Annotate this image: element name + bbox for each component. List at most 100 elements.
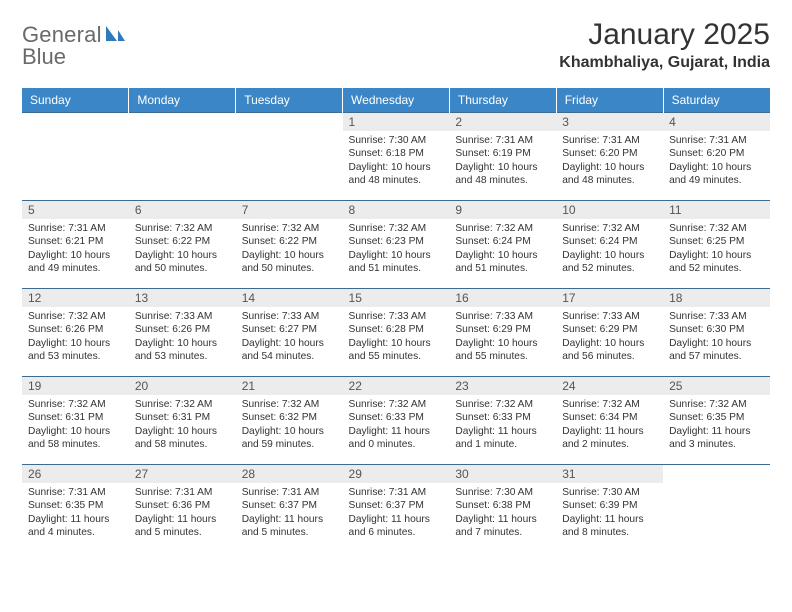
- page-header: General January 2025 Khambhaliya, Gujara…: [22, 18, 770, 72]
- calendar-day-cell: [129, 113, 236, 201]
- calendar-day-cell: 15Sunrise: 7:33 AMSunset: 6:28 PMDayligh…: [343, 289, 450, 377]
- day-details: Sunrise: 7:31 AMSunset: 6:37 PMDaylight:…: [343, 483, 450, 544]
- calendar-day-cell: 1Sunrise: 7:30 AMSunset: 6:18 PMDaylight…: [343, 113, 450, 201]
- day-details: Sunrise: 7:32 AMSunset: 6:34 PMDaylight:…: [556, 395, 663, 456]
- calendar-day-cell: 27Sunrise: 7:31 AMSunset: 6:36 PMDayligh…: [129, 465, 236, 553]
- calendar-day-cell: 10Sunrise: 7:32 AMSunset: 6:24 PMDayligh…: [556, 201, 663, 289]
- title-block: January 2025 Khambhaliya, Gujarat, India: [559, 18, 770, 72]
- calendar-day-cell: 22Sunrise: 7:32 AMSunset: 6:33 PMDayligh…: [343, 377, 450, 465]
- day-number: 5: [22, 201, 129, 219]
- calendar-day-cell: 19Sunrise: 7:32 AMSunset: 6:31 PMDayligh…: [22, 377, 129, 465]
- day-number: 3: [556, 113, 663, 131]
- day-number: 23: [449, 377, 556, 395]
- calendar-day-cell: 6Sunrise: 7:32 AMSunset: 6:22 PMDaylight…: [129, 201, 236, 289]
- day-details: Sunrise: 7:32 AMSunset: 6:22 PMDaylight:…: [236, 219, 343, 280]
- day-details: Sunrise: 7:32 AMSunset: 6:33 PMDaylight:…: [449, 395, 556, 456]
- calendar-day-cell: [663, 465, 770, 553]
- day-number: 1: [343, 113, 450, 131]
- calendar-day-cell: 4Sunrise: 7:31 AMSunset: 6:20 PMDaylight…: [663, 113, 770, 201]
- logo-word2: Blue: [22, 44, 66, 70]
- calendar-day-cell: 5Sunrise: 7:31 AMSunset: 6:21 PMDaylight…: [22, 201, 129, 289]
- calendar-day-cell: 12Sunrise: 7:32 AMSunset: 6:26 PMDayligh…: [22, 289, 129, 377]
- day-details: Sunrise: 7:32 AMSunset: 6:24 PMDaylight:…: [449, 219, 556, 280]
- calendar-day-cell: [22, 113, 129, 201]
- day-details: Sunrise: 7:32 AMSunset: 6:33 PMDaylight:…: [343, 395, 450, 456]
- day-number: 4: [663, 113, 770, 131]
- calendar-body: 1Sunrise: 7:30 AMSunset: 6:18 PMDaylight…: [22, 113, 770, 553]
- day-details: Sunrise: 7:32 AMSunset: 6:22 PMDaylight:…: [129, 219, 236, 280]
- calendar-day-cell: 2Sunrise: 7:31 AMSunset: 6:19 PMDaylight…: [449, 113, 556, 201]
- day-number: 20: [129, 377, 236, 395]
- day-details: Sunrise: 7:33 AMSunset: 6:29 PMDaylight:…: [449, 307, 556, 368]
- day-of-week-header: Monday: [129, 88, 236, 113]
- day-details: Sunrise: 7:30 AMSunset: 6:38 PMDaylight:…: [449, 483, 556, 544]
- day-details: Sunrise: 7:31 AMSunset: 6:20 PMDaylight:…: [663, 131, 770, 192]
- day-of-week-header: Saturday: [663, 88, 770, 113]
- calendar-day-cell: [236, 113, 343, 201]
- day-of-week-header: Tuesday: [236, 88, 343, 113]
- day-number: 13: [129, 289, 236, 307]
- calendar-day-cell: 26Sunrise: 7:31 AMSunset: 6:35 PMDayligh…: [22, 465, 129, 553]
- day-details: Sunrise: 7:30 AMSunset: 6:18 PMDaylight:…: [343, 131, 450, 192]
- day-details: Sunrise: 7:33 AMSunset: 6:26 PMDaylight:…: [129, 307, 236, 368]
- calendar-day-cell: 18Sunrise: 7:33 AMSunset: 6:30 PMDayligh…: [663, 289, 770, 377]
- day-details: Sunrise: 7:33 AMSunset: 6:28 PMDaylight:…: [343, 307, 450, 368]
- day-details: Sunrise: 7:33 AMSunset: 6:29 PMDaylight:…: [556, 307, 663, 368]
- calendar-day-cell: 7Sunrise: 7:32 AMSunset: 6:22 PMDaylight…: [236, 201, 343, 289]
- day-number: 18: [663, 289, 770, 307]
- calendar-day-cell: 31Sunrise: 7:30 AMSunset: 6:39 PMDayligh…: [556, 465, 663, 553]
- calendar-day-cell: 21Sunrise: 7:32 AMSunset: 6:32 PMDayligh…: [236, 377, 343, 465]
- day-number: 17: [556, 289, 663, 307]
- calendar-day-cell: 13Sunrise: 7:33 AMSunset: 6:26 PMDayligh…: [129, 289, 236, 377]
- calendar-table: SundayMondayTuesdayWednesdayThursdayFrid…: [22, 88, 770, 553]
- day-details: Sunrise: 7:31 AMSunset: 6:36 PMDaylight:…: [129, 483, 236, 544]
- day-number: 9: [449, 201, 556, 219]
- day-number: 31: [556, 465, 663, 483]
- day-details: Sunrise: 7:32 AMSunset: 6:25 PMDaylight:…: [663, 219, 770, 280]
- day-number: 11: [663, 201, 770, 219]
- calendar-day-cell: 14Sunrise: 7:33 AMSunset: 6:27 PMDayligh…: [236, 289, 343, 377]
- day-number: 19: [22, 377, 129, 395]
- day-number: 2: [449, 113, 556, 131]
- calendar-week-row: 26Sunrise: 7:31 AMSunset: 6:35 PMDayligh…: [22, 465, 770, 553]
- day-number: 22: [343, 377, 450, 395]
- day-number: 6: [129, 201, 236, 219]
- day-details: Sunrise: 7:31 AMSunset: 6:19 PMDaylight:…: [449, 131, 556, 192]
- day-number: 15: [343, 289, 450, 307]
- calendar-day-cell: 29Sunrise: 7:31 AMSunset: 6:37 PMDayligh…: [343, 465, 450, 553]
- logo-sail-icon: [104, 23, 126, 48]
- calendar-day-cell: 20Sunrise: 7:32 AMSunset: 6:31 PMDayligh…: [129, 377, 236, 465]
- day-number: 29: [343, 465, 450, 483]
- day-details: Sunrise: 7:32 AMSunset: 6:32 PMDaylight:…: [236, 395, 343, 456]
- day-details: Sunrise: 7:32 AMSunset: 6:31 PMDaylight:…: [129, 395, 236, 456]
- calendar-day-cell: 25Sunrise: 7:32 AMSunset: 6:35 PMDayligh…: [663, 377, 770, 465]
- day-number: 30: [449, 465, 556, 483]
- day-details: Sunrise: 7:33 AMSunset: 6:27 PMDaylight:…: [236, 307, 343, 368]
- day-number: 25: [663, 377, 770, 395]
- day-of-week-header: Friday: [556, 88, 663, 113]
- day-number: 14: [236, 289, 343, 307]
- calendar-day-cell: 17Sunrise: 7:33 AMSunset: 6:29 PMDayligh…: [556, 289, 663, 377]
- day-details: Sunrise: 7:32 AMSunset: 6:31 PMDaylight:…: [22, 395, 129, 456]
- calendar-day-cell: 24Sunrise: 7:32 AMSunset: 6:34 PMDayligh…: [556, 377, 663, 465]
- calendar-week-row: 1Sunrise: 7:30 AMSunset: 6:18 PMDaylight…: [22, 113, 770, 201]
- day-details: Sunrise: 7:31 AMSunset: 6:21 PMDaylight:…: [22, 219, 129, 280]
- day-number: 12: [22, 289, 129, 307]
- day-number: 27: [129, 465, 236, 483]
- day-of-week-header: Wednesday: [343, 88, 450, 113]
- day-number: 28: [236, 465, 343, 483]
- calendar-day-cell: 9Sunrise: 7:32 AMSunset: 6:24 PMDaylight…: [449, 201, 556, 289]
- day-number: 21: [236, 377, 343, 395]
- calendar-day-cell: 8Sunrise: 7:32 AMSunset: 6:23 PMDaylight…: [343, 201, 450, 289]
- day-number: 7: [236, 201, 343, 219]
- calendar-day-cell: 23Sunrise: 7:32 AMSunset: 6:33 PMDayligh…: [449, 377, 556, 465]
- day-details: Sunrise: 7:32 AMSunset: 6:24 PMDaylight:…: [556, 219, 663, 280]
- calendar-day-cell: 11Sunrise: 7:32 AMSunset: 6:25 PMDayligh…: [663, 201, 770, 289]
- calendar-week-row: 5Sunrise: 7:31 AMSunset: 6:21 PMDaylight…: [22, 201, 770, 289]
- day-details: Sunrise: 7:31 AMSunset: 6:35 PMDaylight:…: [22, 483, 129, 544]
- day-number: 24: [556, 377, 663, 395]
- day-details: Sunrise: 7:30 AMSunset: 6:39 PMDaylight:…: [556, 483, 663, 544]
- calendar-header-row: SundayMondayTuesdayWednesdayThursdayFrid…: [22, 88, 770, 113]
- day-details: Sunrise: 7:31 AMSunset: 6:20 PMDaylight:…: [556, 131, 663, 192]
- day-number: 16: [449, 289, 556, 307]
